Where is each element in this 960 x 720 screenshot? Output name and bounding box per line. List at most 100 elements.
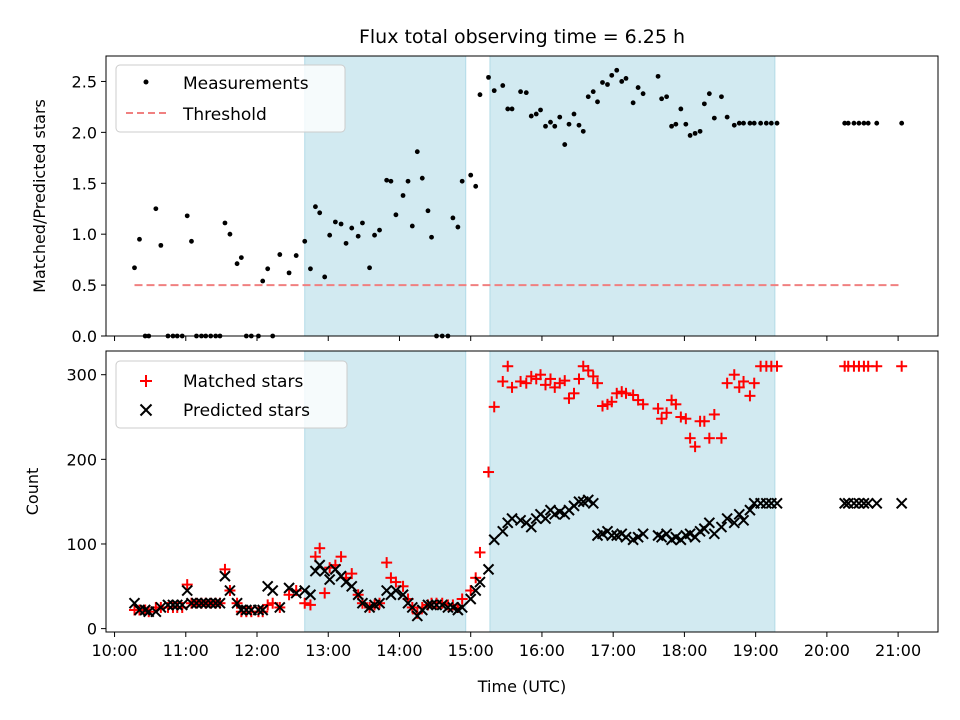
- predicted-star-point: [422, 599, 434, 611]
- predicted-star-point: [436, 599, 448, 611]
- predicted-star-point: [655, 531, 668, 543]
- x-tick-label: 20:00: [804, 641, 850, 660]
- matched-star-point: [381, 557, 393, 569]
- matched-star-point: [390, 576, 402, 588]
- measurement-point: [425, 208, 431, 214]
- legend-matched-glyph: [140, 375, 152, 387]
- predicted-star-point: [352, 589, 364, 601]
- measurement-point: [388, 178, 394, 184]
- predicted-star-point: [442, 601, 454, 614]
- measurement-point: [322, 274, 328, 280]
- matched-star-point: [627, 389, 639, 401]
- measurement-point: [664, 94, 670, 100]
- matched-star-point: [675, 411, 687, 423]
- predicted-star-point: [200, 597, 212, 609]
- predicted-star-point: [214, 597, 226, 609]
- predicted-star-point: [514, 514, 527, 526]
- measurement-point: [687, 133, 693, 138]
- measurement-point: [736, 120, 742, 126]
- predicted-star-point: [266, 584, 279, 597]
- measurement-point: [856, 120, 862, 126]
- observing-shade-group: [304, 350, 776, 633]
- x-tick-label: 16:00: [519, 641, 565, 660]
- measurement-point: [473, 183, 479, 189]
- measurement-point: [227, 231, 233, 237]
- matched-star-point: [637, 398, 649, 410]
- measurement-point: [659, 96, 665, 102]
- predicted-star-point: [323, 573, 336, 586]
- matched-star-point: [554, 377, 566, 389]
- measurement-point: [518, 89, 523, 95]
- measurement-point: [580, 128, 586, 134]
- matched-star-point: [871, 360, 883, 372]
- ratio-y-axis-label: Matched/Predicted stars: [30, 99, 49, 293]
- predicted-star-point: [219, 570, 231, 582]
- measurement-point: [332, 219, 338, 225]
- predicted-star-point: [862, 497, 874, 510]
- predicted-star-point: [167, 599, 179, 611]
- predicted-star-point: [299, 584, 311, 597]
- matched-star-point: [474, 546, 486, 558]
- measurement-point: [571, 111, 577, 117]
- x-tick-label: 12:00: [234, 641, 280, 660]
- predicted-star-point: [171, 599, 183, 611]
- matched-star-point: [620, 387, 632, 399]
- measurement-point: [509, 106, 515, 112]
- predicted-star-point: [209, 597, 222, 609]
- matched-star-point: [219, 563, 231, 575]
- measurement-point: [630, 100, 636, 106]
- matched-star-point: [611, 387, 623, 399]
- measurement-point: [455, 224, 461, 230]
- measurement-point: [619, 79, 625, 84]
- predicted-star-point: [632, 531, 644, 543]
- predicted-star-point: [853, 497, 865, 510]
- predicted-star-point: [858, 497, 870, 510]
- measurement-point: [562, 142, 568, 147]
- measurement-point: [719, 94, 724, 100]
- ratio-y-tick-label: 1.0: [72, 225, 97, 244]
- x-tick-label: 19:00: [733, 641, 779, 660]
- measurement-point: [552, 123, 558, 129]
- ratio-legend: Measurements Threshold: [115, 64, 346, 133]
- measurement-point: [400, 193, 406, 198]
- predicted-star-point: [406, 601, 419, 614]
- predicted-star-point: [162, 599, 174, 611]
- measurement-point: [468, 172, 474, 178]
- predicted-star-point: [257, 604, 269, 616]
- predicted-star-point: [318, 565, 331, 577]
- measurement-point: [741, 120, 746, 126]
- matched-star-point: [483, 466, 495, 478]
- measurement-point: [609, 72, 615, 78]
- matched-star-point: [304, 599, 316, 611]
- predicted-star-point: [252, 604, 265, 616]
- matched-star-point: [535, 369, 547, 381]
- measurement-point: [605, 82, 610, 87]
- predicted-star-point: [304, 589, 317, 601]
- matched-star-point: [540, 379, 552, 391]
- measurement-point: [293, 253, 299, 258]
- measurement-point: [286, 270, 292, 276]
- matched-star-point: [680, 413, 692, 425]
- predicted-star-point: [176, 599, 188, 611]
- measurement-point: [706, 91, 712, 97]
- matched-star-point: [181, 579, 193, 591]
- ratio-series-group: [132, 67, 905, 339]
- matched-star-point: [502, 360, 514, 372]
- count-panel: 0 100 200 300 10:00 11:00 12:00 13:00 14:00 15:0…: [23, 350, 939, 696]
- measurement-point: [302, 238, 308, 244]
- matched-star-point: [896, 360, 908, 372]
- measurement-point: [533, 111, 539, 117]
- legend-matched-label: Matched stars: [183, 372, 303, 392]
- count-y-tick-label: 300: [66, 366, 97, 385]
- measurement-point: [528, 113, 534, 119]
- legend-matched-marker: [140, 375, 152, 387]
- legend-predicted-label: Predicted stars: [183, 401, 310, 421]
- matched-star-point: [573, 373, 585, 385]
- observing-shade-group: [304, 55, 776, 337]
- measurement-point: [635, 85, 641, 90]
- matched-star-point: [748, 377, 760, 389]
- measurement-point: [132, 265, 137, 271]
- measurement-point: [523, 90, 529, 96]
- legend-measurements-label: Measurements: [183, 74, 309, 94]
